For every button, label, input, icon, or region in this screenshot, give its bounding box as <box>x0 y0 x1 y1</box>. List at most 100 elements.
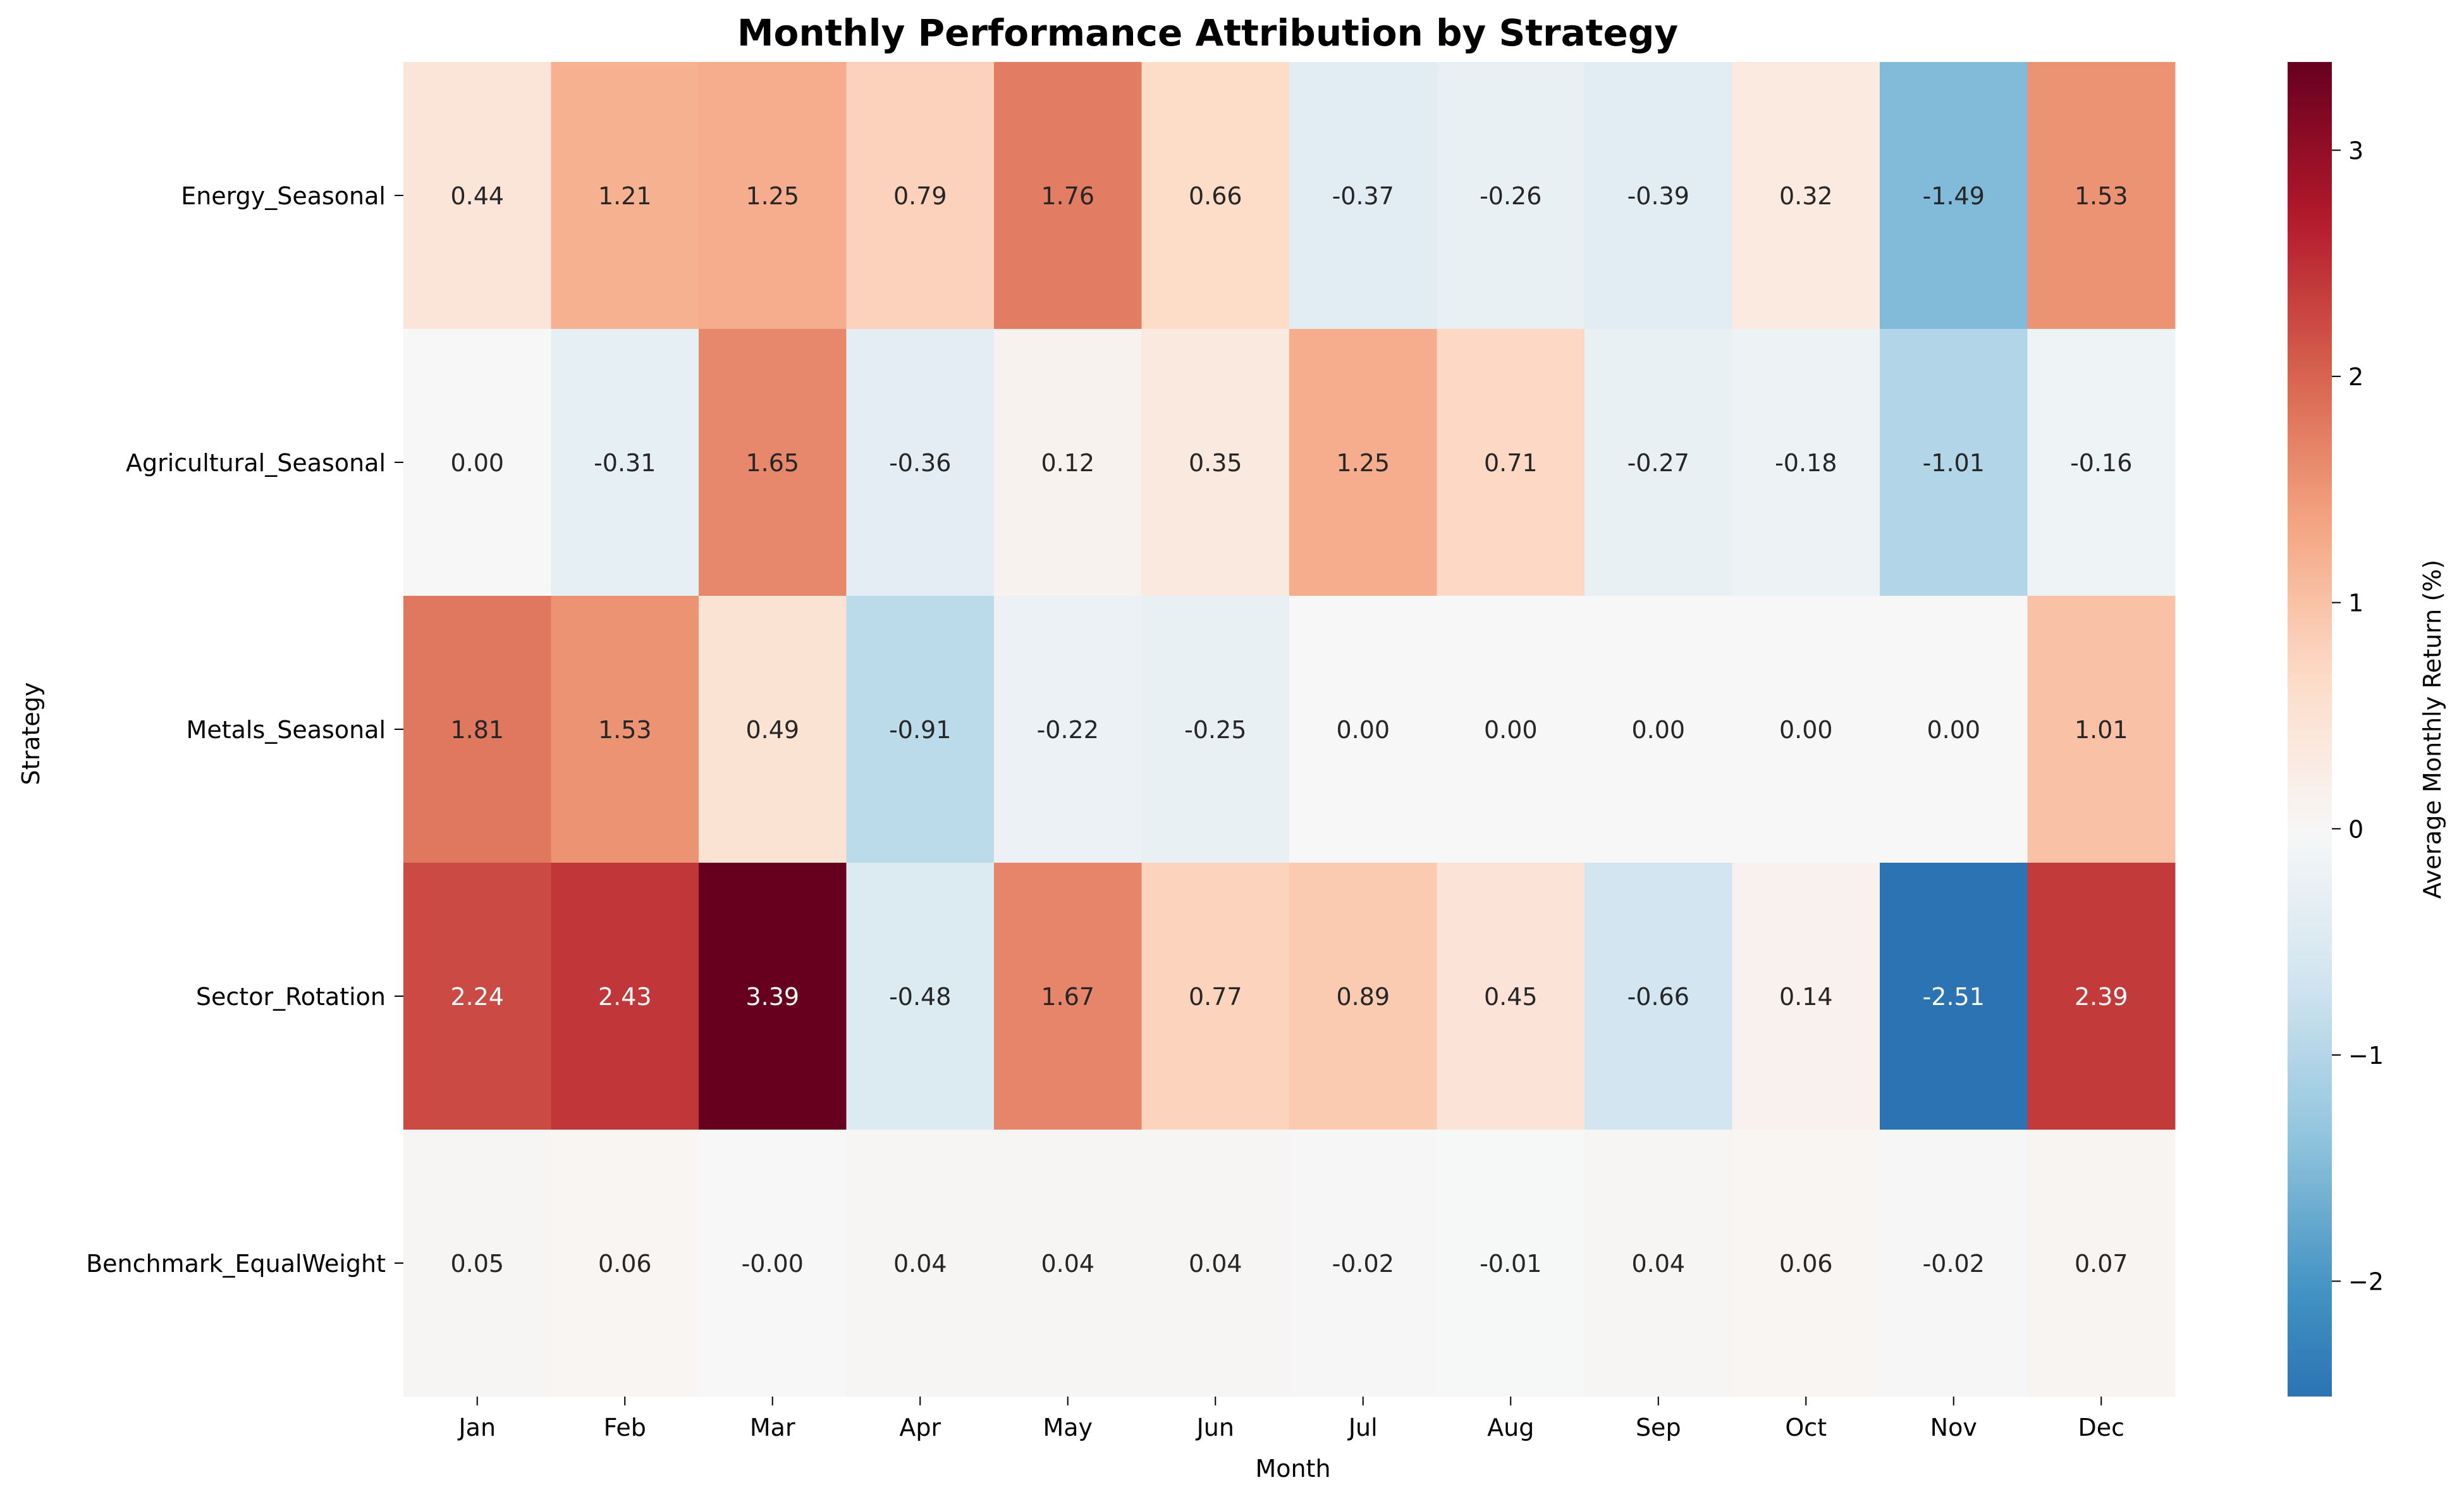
cell-value-label: 2.24 <box>450 983 504 1011</box>
heatmap-cell <box>699 1130 847 1397</box>
colorbar-label: Average Monthly Return (%) <box>2418 560 2446 899</box>
heatmap-cell <box>1732 596 1880 863</box>
cell-value-label: 0.32 <box>1779 182 1833 210</box>
cell-value-label: 1.65 <box>745 449 799 477</box>
y-tick-label: Energy_Seasonal <box>181 182 386 210</box>
heatmap-cell <box>1141 596 1290 863</box>
heatmap-cell <box>1584 863 1732 1130</box>
cell-value-label: -0.02 <box>1923 1250 1985 1278</box>
cell-value-label: 1.25 <box>745 182 799 210</box>
cell-value-label: -0.16 <box>2070 449 2132 477</box>
cell-value-label: 0.00 <box>1484 716 1538 744</box>
colorbar-gradient <box>2288 62 2332 1397</box>
y-axis: Energy_Seasonal Agricultural_Seasonal Meta… <box>86 182 403 1278</box>
heatmap-cell <box>1289 863 1437 1130</box>
cell-value-label: -2.51 <box>1923 983 1985 1011</box>
heatmap-cell <box>551 596 699 863</box>
cell-value-label: 1.81 <box>450 716 504 744</box>
x-tick-label: Jul <box>1347 1414 1378 1441</box>
cell-value-label: -0.48 <box>889 983 951 1011</box>
heatmap-cell <box>1437 596 1585 863</box>
colorbar-tick-label: 2 <box>2348 363 2363 391</box>
heatmap-cell <box>1584 62 1732 330</box>
heatmap-cell <box>1289 596 1437 863</box>
cell-value-label: -0.91 <box>889 716 951 744</box>
cell-value-label: 0.04 <box>1631 1250 1685 1278</box>
heatmap-cell <box>1141 329 1290 596</box>
cell-value-label: -1.49 <box>1923 182 1985 210</box>
cell-value-label: -0.27 <box>1627 449 1689 477</box>
heatmap-cell <box>699 329 847 596</box>
cell-value-label: 2.43 <box>598 983 652 1011</box>
cell-value-label: 0.77 <box>1189 983 1242 1011</box>
colorbar-tick-label: 1 <box>2348 589 2363 617</box>
cell-value-label: 0.00 <box>1927 716 1980 744</box>
cell-value-label: 0.05 <box>450 1250 504 1278</box>
cell-value-label: -0.36 <box>889 449 951 477</box>
cell-value-label: 0.00 <box>1336 716 1390 744</box>
x-axis-label: Month <box>1255 1455 1330 1483</box>
cell-value-label: -0.18 <box>1775 449 1837 477</box>
cell-value-label: 3.39 <box>745 983 799 1011</box>
cell-value-label: -0.22 <box>1037 716 1099 744</box>
y-axis-label: Strategy <box>17 682 45 786</box>
cell-value-label: -0.66 <box>1627 983 1689 1011</box>
heatmap-cell <box>1437 329 1585 596</box>
x-tick-label: Jan <box>457 1414 496 1441</box>
heatmap-cell <box>2027 1130 2176 1397</box>
y-tick-label: Metals_Seasonal <box>187 716 386 744</box>
x-tick-label: Mar <box>750 1414 795 1441</box>
cell-value-label: 0.79 <box>893 182 947 210</box>
x-tick-label: Jun <box>1196 1414 1234 1441</box>
heatmap-cell <box>846 1130 995 1397</box>
x-tick-label: Sep <box>1636 1414 1681 1441</box>
heatmap-cell <box>994 596 1142 863</box>
heatmap-cell <box>1141 863 1290 1130</box>
heatmap-cell <box>2027 596 2176 863</box>
heatmap-cell <box>994 863 1142 1130</box>
heatmap-cell <box>403 1130 551 1397</box>
x-tick-label: Nov <box>1930 1414 1977 1441</box>
heatmap-cell <box>699 596 847 863</box>
heatmap-cell <box>1437 1130 1585 1397</box>
cell-value-label: -0.25 <box>1184 716 1246 744</box>
cell-value-label: -0.31 <box>594 449 656 477</box>
heatmap-cell <box>2027 62 2176 330</box>
x-tick-label: Dec <box>2078 1414 2124 1441</box>
colorbar-ticks: −2 −1 0 1 2 3 <box>2332 137 2384 1296</box>
cell-value-label: 0.14 <box>1779 983 1833 1011</box>
heatmap-cell <box>1732 329 1880 596</box>
cell-value-label: 1.67 <box>1041 983 1094 1011</box>
cell-value-label: 0.35 <box>1189 449 1242 477</box>
x-tick-label: Apr <box>899 1414 941 1441</box>
heatmap-cell <box>1880 62 2028 330</box>
cell-value-label: 0.04 <box>893 1250 947 1278</box>
cell-value-label: -0.01 <box>1480 1250 1542 1278</box>
heatmap-cells <box>403 62 2176 1397</box>
cell-value-label: 1.53 <box>2075 182 2128 210</box>
heatmap-cell <box>994 62 1142 330</box>
heatmap-cell <box>1880 596 2028 863</box>
x-tick-label: May <box>1043 1414 1093 1441</box>
y-tick-label: Benchmark_EqualWeight <box>86 1250 386 1278</box>
heatmap-cell <box>1584 1130 1732 1397</box>
heatmap-cell <box>403 596 551 863</box>
cell-value-label: -0.26 <box>1480 182 1542 210</box>
heatmap-cell <box>699 62 847 330</box>
cell-value-label: -1.01 <box>1923 449 1985 477</box>
heatmap-cell <box>403 863 551 1130</box>
colorbar: −2 −1 0 1 2 3 Average Monthly Return (%) <box>2288 62 2446 1397</box>
heatmap-cell <box>1732 62 1880 330</box>
cell-value-label: 0.66 <box>1189 182 1242 210</box>
cell-value-label: 0.45 <box>1484 983 1538 1011</box>
cell-value-label: -0.39 <box>1627 182 1689 210</box>
heatmap-cell <box>846 863 995 1130</box>
heatmap-cell <box>1584 329 1732 596</box>
heatmap-cell <box>403 62 551 330</box>
heatmap-cell <box>1584 596 1732 863</box>
heatmap-cell <box>2027 329 2176 596</box>
cell-value-label: 0.89 <box>1336 983 1390 1011</box>
heatmap-cell <box>846 62 995 330</box>
heatmap-cell <box>1437 863 1585 1130</box>
cell-value-label: 1.01 <box>2075 716 2128 744</box>
